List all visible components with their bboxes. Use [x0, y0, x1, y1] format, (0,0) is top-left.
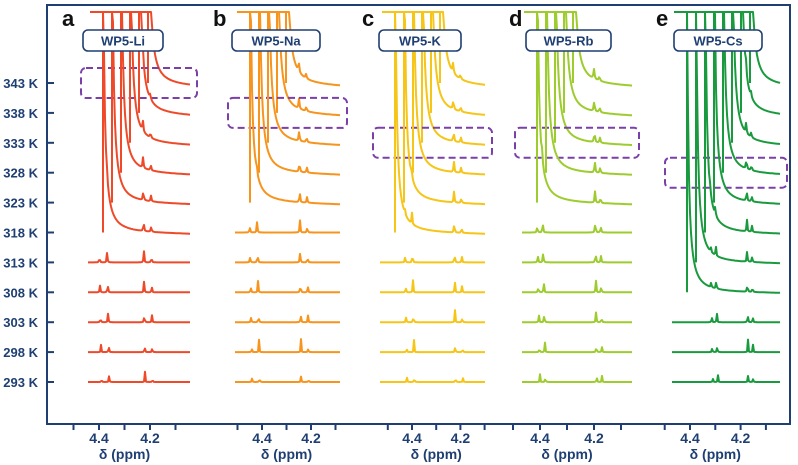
- spectrum-308K: [674, 11, 780, 294]
- spectrum-298K: [380, 339, 485, 354]
- temperature-label: 333 K: [3, 136, 38, 151]
- plot-frame: [46, 4, 791, 425]
- x-tick-label: 4.4: [530, 430, 550, 446]
- panel-wp5-na: b WP5-Na: [213, 6, 348, 383]
- x-axis-label: δ (ppm): [261, 446, 312, 462]
- spectrum-318K: [382, 11, 485, 235]
- panel-wp5-li: a WP5-Li: [62, 6, 198, 383]
- highlight-box: [514, 126, 640, 159]
- temperature-label: 343 K: [3, 76, 38, 91]
- sample-name-badge: WP5-Na: [231, 29, 321, 52]
- x-tick-label: 4.2: [451, 430, 471, 446]
- panels: a WP5-Li b WP5-Na c WP5-K d WP5-Rb e WP5-Cs: [62, 6, 788, 383]
- x-tick-label: 4.2: [301, 430, 321, 446]
- spectrum-323K: [524, 11, 632, 206]
- sample-name: WP5-Li: [101, 34, 145, 49]
- sample-name-badge: WP5-Rb: [525, 29, 612, 52]
- x-axis-label: δ (ppm): [99, 446, 150, 462]
- spectrum-293K: [235, 375, 340, 383]
- spectrum-318K: [235, 219, 340, 234]
- panel-letter: c: [362, 6, 374, 31]
- x-axis-label: δ (ppm): [690, 446, 741, 462]
- sample-name-badge: WP5-Cs: [673, 29, 763, 52]
- highlight-box: [227, 96, 348, 129]
- spectrum-298K: [672, 338, 780, 354]
- spectrum-303K: [522, 311, 632, 324]
- temperature-label: 293 K: [3, 375, 38, 390]
- temperature-axis: 343 K 338 K 333 K 328 K 323 K 318 K 313 K 308 K…: [3, 76, 54, 390]
- spectrum-323K: [237, 11, 340, 206]
- x-tick-label: 4.4: [252, 430, 272, 446]
- x-axes: 4.4 4.2δ (ppm)4.4 4.2δ (ppm)4.4 4.2δ (ppm)4…: [72, 424, 767, 462]
- spectrum-298K: [522, 341, 632, 354]
- spectrum-313K: [522, 253, 632, 264]
- highlight-box: [80, 67, 198, 99]
- spectrum-328K: [237, 11, 340, 176]
- temperature-label: 298 K: [3, 345, 38, 360]
- sample-name: WP5-K: [399, 34, 442, 49]
- sample-name: WP5-Rb: [544, 34, 594, 49]
- x-tick-label: 4.4: [402, 430, 422, 446]
- x-tick-label: 4.2: [140, 430, 160, 446]
- panel-letter: d: [509, 6, 522, 31]
- temperature-label: 328 K: [3, 166, 38, 181]
- temperature-label: 338 K: [3, 106, 38, 121]
- temperature-label: 308 K: [3, 285, 38, 300]
- panel-letter: a: [62, 6, 75, 31]
- x-tick-label: 4.4: [89, 430, 109, 446]
- spectrum-293K: [522, 373, 632, 383]
- spectrum-313K: [674, 11, 781, 265]
- spectrum-313K: [88, 250, 190, 264]
- temperature-label: 313 K: [3, 255, 38, 270]
- x-axis-label: δ (ppm): [411, 446, 462, 462]
- sample-name: WP5-Cs: [693, 34, 742, 49]
- spectrum-298K: [235, 338, 340, 354]
- spectrum-293K: [380, 376, 485, 383]
- panel-wp5-k: c WP5-K: [362, 6, 493, 383]
- spectrum-318K: [90, 11, 190, 235]
- spectrum-318K: [522, 224, 632, 234]
- panel-wp5-cs: e WP5-Cs: [656, 6, 788, 383]
- spectrum-308K: [88, 280, 190, 294]
- temperature-label: 303 K: [3, 315, 38, 330]
- spectrum-303K: [88, 312, 190, 324]
- spectrum-313K: [235, 252, 340, 264]
- spectrum-328K: [524, 11, 633, 176]
- spectrum-323K: [90, 11, 191, 206]
- panel-wp5-rb: d WP5-Rb: [509, 6, 640, 383]
- sample-name: WP5-Na: [251, 34, 301, 49]
- spectrum-308K: [380, 279, 485, 294]
- spectrum-303K: [672, 312, 780, 324]
- x-axis-label: δ (ppm): [541, 446, 592, 462]
- spectrum-293K: [672, 374, 780, 383]
- temperature-label: 323 K: [3, 196, 38, 211]
- x-tick-label: 4.2: [584, 430, 604, 446]
- highlight-box: [372, 126, 493, 159]
- panel-letter: b: [213, 6, 226, 31]
- spectrum-313K: [380, 256, 485, 264]
- x-tick-label: 4.4: [680, 430, 700, 446]
- spectrum-323K: [382, 11, 485, 206]
- spectrum-303K: [235, 314, 340, 324]
- sample-name-badge: WP5-Li: [82, 29, 164, 52]
- spectrum-308K: [522, 279, 632, 294]
- spectrum-298K: [88, 343, 190, 354]
- temperature-label: 318 K: [3, 226, 38, 241]
- sample-name-badge: WP5-K: [378, 29, 462, 52]
- panel-letter: e: [656, 6, 668, 31]
- spectrum-308K: [235, 280, 340, 294]
- x-tick-label: 4.2: [731, 430, 751, 446]
- spectrum-303K: [380, 309, 485, 324]
- spectrum-293K: [88, 370, 190, 383]
